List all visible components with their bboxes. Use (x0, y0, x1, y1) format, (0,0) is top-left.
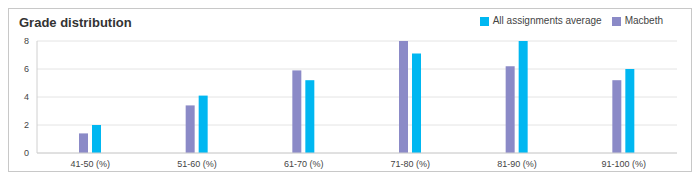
svg-text:4: 4 (24, 92, 29, 102)
svg-text:61-70 (%): 61-70 (%) (284, 159, 324, 169)
svg-text:81-90 (%): 81-90 (%) (497, 159, 537, 169)
svg-text:8: 8 (24, 36, 29, 46)
svg-text:0: 0 (24, 148, 29, 158)
svg-text:6: 6 (24, 64, 29, 74)
svg-text:2: 2 (24, 120, 29, 130)
html-text:Grade distribution: Grade distribution (19, 15, 132, 30)
svg-text:41-50 (%): 41-50 (%) (71, 159, 111, 169)
html-text:Macbeth: Macbeth (624, 15, 663, 26)
svg-text:51-60 (%): 51-60 (%) (177, 159, 217, 169)
svg-text:71-80 (%): 71-80 (%) (391, 159, 431, 169)
svg-text:91-100 (%): 91-100 (%) (601, 159, 646, 169)
html-text:All assignments average: All assignments average (492, 15, 602, 26)
